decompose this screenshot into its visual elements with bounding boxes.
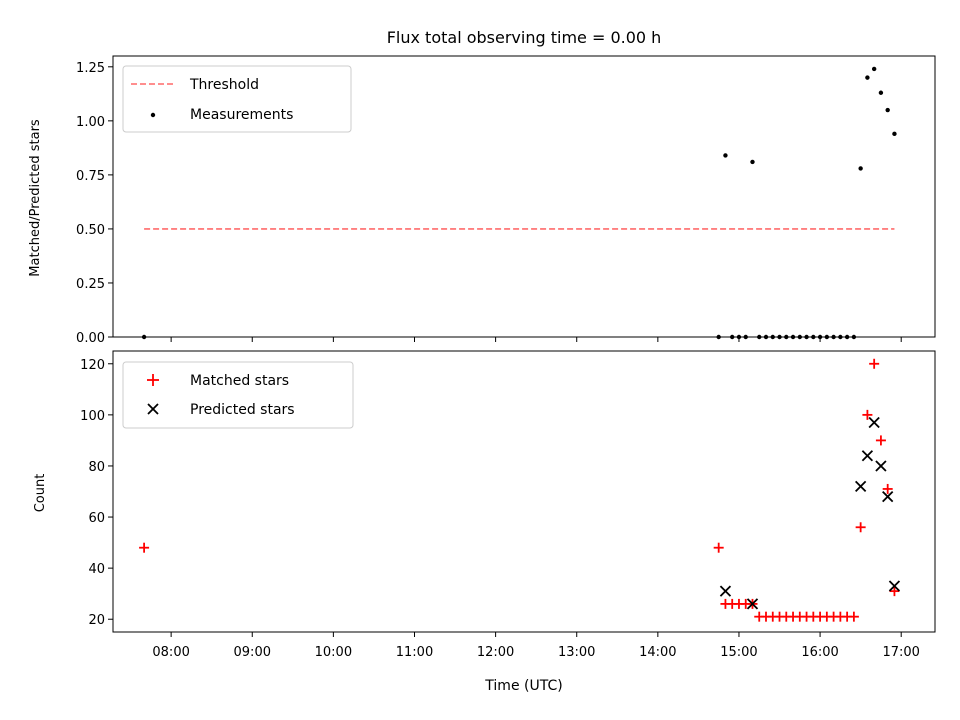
legend-threshold-label: Threshold bbox=[189, 77, 259, 93]
y-tick-label: 1.00 bbox=[76, 115, 105, 130]
axes-frame bbox=[112, 350, 936, 633]
matched-star-point bbox=[848, 611, 859, 622]
measurement-point bbox=[817, 334, 823, 340]
measurement-point bbox=[844, 334, 850, 340]
x-tick-label: 13:00 bbox=[558, 645, 595, 660]
matched-star-point bbox=[889, 586, 900, 597]
measurement-point bbox=[851, 334, 857, 340]
matched-star-point bbox=[875, 435, 886, 446]
legend-measurements-swatch bbox=[150, 112, 156, 118]
measurement-point bbox=[811, 334, 816, 340]
top-plot-area: 0.00 0.25 0.50 0.75 1.00 1.25 bbox=[76, 55, 936, 346]
measurement-point bbox=[757, 334, 762, 340]
measurement-point bbox=[797, 334, 803, 340]
measurement-point bbox=[723, 153, 728, 158]
figure-title: Flux total observing time = 0.00 h bbox=[387, 28, 662, 47]
y-tick-label: 40 bbox=[88, 562, 105, 577]
measurement-point bbox=[804, 334, 809, 340]
measurement-point bbox=[824, 334, 830, 340]
bottom-y-axis-label: Count bbox=[33, 474, 48, 513]
y-tick-label: 60 bbox=[88, 511, 105, 526]
measurement-point bbox=[878, 90, 884, 95]
measurement-point bbox=[858, 166, 863, 171]
predicted-star-point bbox=[855, 480, 867, 493]
matched-star-point bbox=[862, 409, 873, 420]
measurement-point bbox=[743, 334, 748, 340]
y-tick-label: 0.75 bbox=[76, 169, 105, 184]
legend-predicted-label: Predicted stars bbox=[190, 402, 295, 418]
top-y-axis-label: Matched/Predicted stars bbox=[28, 119, 43, 277]
axes-frame bbox=[112, 55, 936, 338]
x-tick-label: 17:00 bbox=[882, 645, 919, 660]
x-axis-label: Time (UTC) bbox=[484, 678, 562, 694]
measurement-point bbox=[730, 334, 735, 340]
predicted-star-point bbox=[719, 585, 732, 597]
measurement-point bbox=[716, 334, 721, 340]
measurement-point bbox=[831, 334, 836, 340]
matched-star-point bbox=[869, 358, 880, 369]
predicted-star-point bbox=[882, 490, 894, 503]
y-tick-label: 0.00 bbox=[76, 331, 105, 346]
matched-star-point bbox=[855, 522, 866, 533]
predicted-star-point bbox=[868, 416, 880, 429]
measurement-point bbox=[777, 334, 782, 340]
top-legend: Threshold Measurements bbox=[122, 65, 352, 133]
measurement-point bbox=[141, 334, 147, 340]
measurement-point bbox=[885, 107, 890, 113]
top-panel: 0.00 0.25 0.50 0.75 1.00 1.25 Matched/Predict… bbox=[28, 55, 936, 346]
legend-matched-label: Matched stars bbox=[190, 373, 289, 389]
measurement-point bbox=[865, 75, 870, 80]
predicted-star-point bbox=[875, 460, 887, 472]
y-tick-label: 80 bbox=[88, 460, 105, 475]
x-tick-label: 16:00 bbox=[801, 645, 838, 660]
measurement-point bbox=[763, 334, 769, 340]
x-tick-label: 14:00 bbox=[639, 645, 676, 660]
measurement-point bbox=[770, 334, 775, 340]
y-tick-label: 20 bbox=[88, 613, 105, 628]
x-tick-label: 09:00 bbox=[234, 645, 271, 660]
bottom-panel: 20 40 60 80 100 120 08:00 09:00 10:00 11:00 12:00 1… bbox=[33, 350, 936, 660]
legend-predicted-swatch bbox=[147, 403, 159, 415]
bottom-legend: Matched stars Predicted stars bbox=[122, 361, 354, 429]
measurement-point bbox=[838, 334, 843, 340]
measurement-point bbox=[871, 66, 877, 72]
measurement-point bbox=[790, 334, 796, 340]
bottom-plot-area: 20 40 60 80 100 120 08:00 09:00 10:00 11:00 12:00 1… bbox=[80, 350, 936, 660]
bottom-legend-box bbox=[122, 361, 354, 429]
measurement-point bbox=[784, 334, 789, 340]
legend-matched-swatch bbox=[147, 374, 159, 386]
x-tick-label: 12:00 bbox=[477, 645, 514, 660]
y-tick-label: 120 bbox=[80, 358, 105, 373]
measurement-point bbox=[750, 159, 755, 165]
y-tick-label: 1.25 bbox=[76, 61, 105, 76]
matched-star-point bbox=[882, 483, 893, 494]
predicted-star-point bbox=[746, 598, 759, 610]
matched-star-point bbox=[139, 542, 150, 553]
matched-star-point bbox=[713, 542, 724, 553]
x-tick-label: 08:00 bbox=[152, 645, 189, 660]
legend-measurements-label: Measurements bbox=[190, 107, 293, 123]
x-tick-label: 15:00 bbox=[720, 645, 757, 660]
x-tick-label: 11:00 bbox=[396, 645, 433, 660]
y-tick-label: 100 bbox=[80, 409, 105, 424]
measurement-point bbox=[736, 334, 742, 340]
predicted-star-point bbox=[888, 580, 901, 592]
y-tick-label: 0.25 bbox=[76, 277, 105, 292]
predicted-star-point bbox=[861, 450, 874, 462]
measurement-point bbox=[892, 131, 897, 137]
top-legend-box bbox=[122, 65, 352, 133]
x-tick-label: 10:00 bbox=[315, 645, 352, 660]
y-tick-label: 0.50 bbox=[76, 223, 105, 238]
